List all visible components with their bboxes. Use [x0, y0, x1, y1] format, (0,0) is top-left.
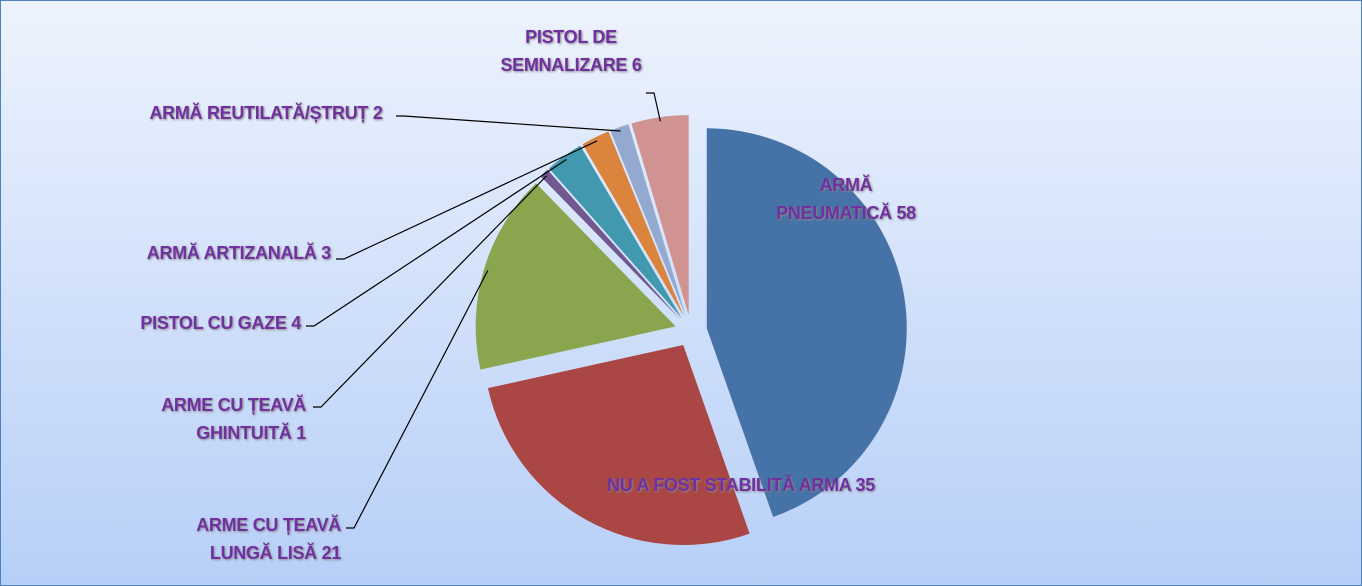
- data-label: ARMĂ REUTILATĂ/ȘTRUȚ 2: [131, 99, 401, 127]
- value-label: 4: [291, 313, 301, 333]
- category-label: PISTOL CU GAZE: [140, 313, 287, 333]
- leader-line: [646, 92, 661, 122]
- category-label: ARME CU ȚEAVĂ GHINTUITĂ: [161, 395, 306, 443]
- data-label: NU A FOST STABILITĂ ARMA 35: [601, 471, 881, 499]
- pie-slice: [631, 115, 689, 316]
- data-label: PISTOL DE SEMNALIZARE 6: [471, 23, 671, 79]
- pie-slice: [540, 169, 681, 320]
- data-label: PISTOL CU GAZE 4: [81, 309, 301, 337]
- leader-line: [313, 175, 548, 408]
- value-label: 3: [321, 243, 331, 263]
- data-label: ARMĂ ARTIZANALĂ 3: [71, 239, 332, 267]
- leader-line: [306, 158, 567, 327]
- pie-slice: [582, 131, 684, 317]
- value-label: 35: [855, 475, 876, 495]
- leader-line: [346, 270, 489, 529]
- category-label: PISTOL DE SEMNALIZARE: [500, 27, 628, 75]
- value-label: 6: [631, 55, 642, 75]
- category-label: ARME CU ȚEAVĂ LUNGĂ LISĂ: [196, 515, 341, 563]
- data-label: ARMĂ PNEUMATICĂ 58: [761, 171, 931, 227]
- data-label: ARME CU ȚEAVĂ LUNGĂ LISĂ 21: [151, 511, 341, 567]
- leader-line: [396, 115, 621, 132]
- leader-line: [336, 140, 598, 260]
- value-label: 58: [896, 203, 916, 223]
- value-label: 2: [372, 103, 383, 123]
- category-label: ARMĂ PNEUMATICĂ: [776, 175, 892, 223]
- category-label: NU A FOST STABILITĂ ARMA: [607, 475, 851, 495]
- pie-slice: [487, 344, 750, 545]
- data-label: ARME CU ȚEAVĂ GHINTUITĂ 1: [101, 391, 306, 447]
- pie-slice: [706, 128, 907, 517]
- value-label: 1: [296, 423, 306, 443]
- category-label: ARMĂ REUTILATĂ/ȘTRUȚ: [149, 103, 369, 123]
- value-label: 21: [321, 543, 342, 563]
- pie-slice: [548, 145, 682, 319]
- pie-slice: [475, 183, 676, 370]
- pie-slice: [610, 124, 686, 316]
- category-label: ARMĂ ARTIZANALĂ: [146, 243, 317, 263]
